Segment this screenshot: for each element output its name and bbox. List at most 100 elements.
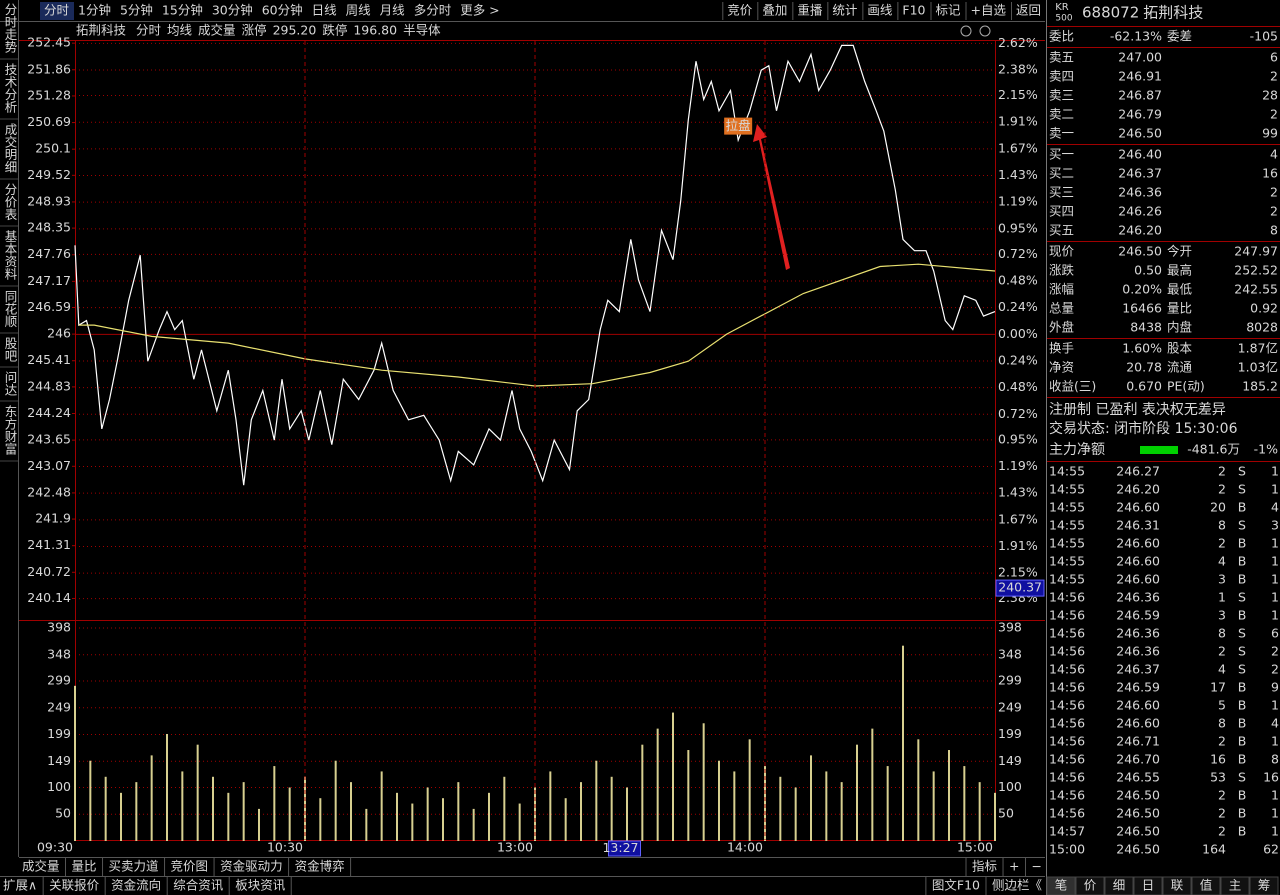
toolbar-item[interactable]: 分时 xyxy=(44,3,70,18)
bottom-tab[interactable]: 量比 xyxy=(72,859,97,874)
panel-tab[interactable]: 筹 xyxy=(1258,878,1271,893)
chart-header-item: 跌停 xyxy=(322,23,347,38)
toolbar-item[interactable]: F10 xyxy=(902,3,925,18)
trade-side: S xyxy=(1238,662,1246,677)
chart-icon[interactable] xyxy=(960,25,972,37)
bottom-tab[interactable]: 资金驱动力 xyxy=(220,859,283,874)
trade-side: B xyxy=(1238,608,1247,623)
stat-label: 净资 xyxy=(1049,360,1074,375)
panel-tab[interactable]: 主 xyxy=(1229,878,1242,893)
bottom-tab[interactable]: 侧边栏《 xyxy=(992,878,1043,893)
trade-count: 1 xyxy=(1271,806,1279,821)
trade-price: 246.60 xyxy=(1116,698,1160,713)
toolbar-item[interactable]: 1分钟 xyxy=(78,3,111,18)
trade-count: 2 xyxy=(1271,662,1279,677)
side-tab[interactable]: 同花顺 xyxy=(3,290,18,328)
volume-bar xyxy=(472,808,475,841)
level-price: 246.91 xyxy=(1118,69,1162,84)
toolbar-item[interactable]: 30分钟 xyxy=(212,3,253,18)
toolbar-item[interactable]: 更多 > xyxy=(460,3,499,18)
y-tick-label: 250.1 xyxy=(35,141,71,156)
bottom-tab[interactable]: 买卖力道 xyxy=(109,859,160,874)
panel-tab[interactable]: 细 xyxy=(1113,878,1126,893)
side-tab[interactable]: 技术分析 xyxy=(3,63,18,114)
toolbar-item[interactable]: 叠加 xyxy=(762,3,787,18)
toolbar-item[interactable]: 画线 xyxy=(867,3,893,18)
bottom-tab[interactable]: 扩展∧ xyxy=(3,878,37,893)
stat-value: 16466 xyxy=(1122,301,1162,316)
volume-tick-label: 199 xyxy=(998,726,1022,741)
toolbar-item[interactable]: 统计 xyxy=(832,3,857,18)
trade-volume: 3 xyxy=(1218,608,1226,623)
toolbar-item[interactable]: 返回 xyxy=(1016,3,1041,18)
bottom-tab[interactable]: 资金流向 xyxy=(111,878,161,893)
level-price: 246.37 xyxy=(1118,166,1162,181)
trade-side: S xyxy=(1238,590,1246,605)
bottom-tab[interactable]: 成交量 xyxy=(22,859,60,874)
side-tab[interactable]: 分价表 xyxy=(3,183,18,221)
y2-tick-label: 0.72% xyxy=(998,406,1038,421)
volume-bar xyxy=(687,750,690,841)
bottom-tab[interactable]: 板块资讯 xyxy=(235,878,286,893)
panel-tab[interactable]: 日 xyxy=(1142,878,1155,893)
toolbar-item[interactable]: 多分时 xyxy=(414,3,452,18)
toolbar-item[interactable]: +自选 xyxy=(971,3,1007,18)
toolbar-item[interactable]: 日线 xyxy=(312,3,338,18)
toolbar-item[interactable]: 15分钟 xyxy=(162,3,203,18)
bottom-tab[interactable]: 指标 xyxy=(972,859,997,874)
panel-tab-bg[interactable] xyxy=(1075,876,1105,895)
panel-tab[interactable]: 价 xyxy=(1084,878,1097,893)
bottom-tab[interactable]: 竞价图 xyxy=(171,859,209,874)
toolbar-item[interactable]: 竞价 xyxy=(727,3,753,18)
badge: 500 xyxy=(1055,14,1072,24)
panel-tab-bg[interactable] xyxy=(1046,876,1076,895)
panel-tab[interactable]: 值 xyxy=(1200,878,1213,893)
panel-tab-bg[interactable] xyxy=(1249,876,1279,895)
bottom-tab[interactable]: 综合资讯 xyxy=(173,878,224,893)
panel-tab-bg[interactable] xyxy=(1133,876,1163,895)
trade-count: 1 xyxy=(1271,482,1279,497)
panel-tab-bg[interactable] xyxy=(1191,876,1221,895)
panel-tab-bg[interactable] xyxy=(1104,876,1134,895)
side-tab[interactable]: 问达 xyxy=(3,371,18,396)
panel-tab-bg[interactable] xyxy=(1162,876,1192,895)
side-tab[interactable]: 基本资料 xyxy=(3,230,18,280)
bottom-tab[interactable]: 图文F10 xyxy=(932,878,980,893)
y-tick-label: 248.93 xyxy=(27,193,71,208)
bottom-tab[interactable]: − xyxy=(1032,859,1042,874)
y2-tick-label: 0.24% xyxy=(998,299,1038,314)
bottom-tab[interactable]: + xyxy=(1009,859,1019,874)
volume-bar xyxy=(871,728,874,841)
side-tab[interactable]: 东方财富 xyxy=(3,405,18,456)
volume-bar xyxy=(718,760,720,841)
trade-count: 1 xyxy=(1271,572,1279,587)
toolbar-item[interactable]: 月线 xyxy=(380,3,406,18)
toolbar-item[interactable]: 标记 xyxy=(935,3,961,18)
chart-icon[interactable] xyxy=(979,25,991,37)
panel-tab[interactable]: 笔 xyxy=(1055,878,1068,893)
trade-count: 1 xyxy=(1271,536,1279,551)
trade-side: B xyxy=(1238,680,1247,695)
stat-label: PE(动) xyxy=(1167,379,1205,394)
side-tab[interactable]: 分时走势 xyxy=(3,3,18,53)
toolbar-item[interactable]: 5分钟 xyxy=(120,3,153,18)
trade-count: 16 xyxy=(1263,770,1279,785)
toolbar-item[interactable]: 周线 xyxy=(346,3,372,18)
side-tab[interactable]: 成交明细 xyxy=(3,123,18,173)
y2-tick-label: 2.15% xyxy=(998,87,1038,102)
toolbar-item[interactable]: 60分钟 xyxy=(262,3,303,18)
trade-price: 246.36 xyxy=(1116,626,1160,641)
trade-count: 62 xyxy=(1263,842,1279,857)
bottom-tab[interactable]: 关联报价 xyxy=(49,878,100,893)
trade-volume: 2 xyxy=(1218,464,1226,479)
volume-bar xyxy=(626,787,628,841)
level-volume: 2 xyxy=(1270,185,1278,200)
panel-tab[interactable]: 联 xyxy=(1171,878,1184,893)
bottom-tab[interactable]: 资金博弈 xyxy=(295,859,345,874)
panel-tab-bg[interactable] xyxy=(1220,876,1250,895)
toolbar-item[interactable]: 重播 xyxy=(797,3,823,18)
stat-value: 242.55 xyxy=(1234,282,1278,297)
side-tab[interactable]: 股吧 xyxy=(3,337,18,362)
volume-tick-label: 100 xyxy=(47,779,71,794)
